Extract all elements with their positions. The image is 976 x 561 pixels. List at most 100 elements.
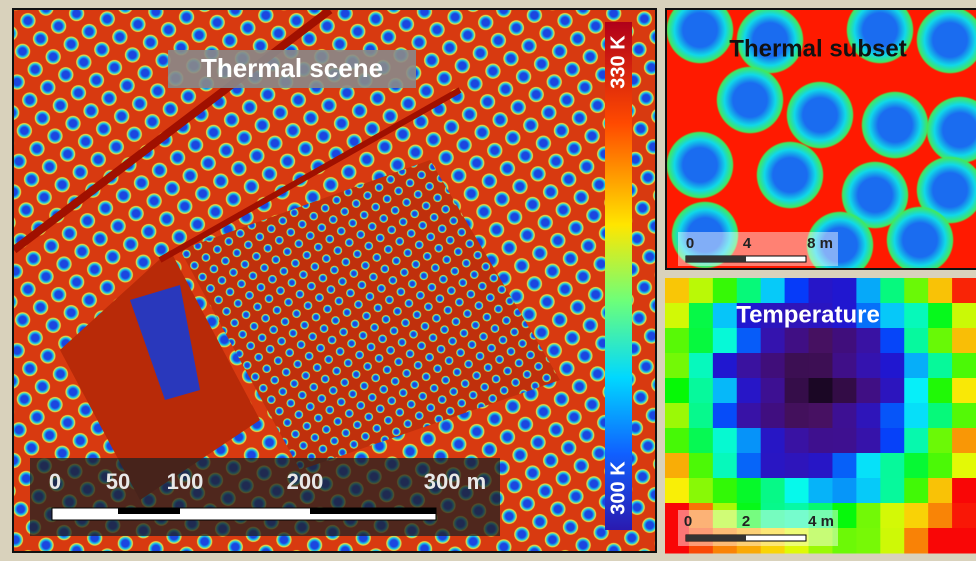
temp-pixel	[665, 328, 689, 354]
temp-pixel	[928, 353, 952, 379]
temp-pixel	[689, 378, 713, 404]
temp-pixel	[928, 478, 952, 504]
temp-pixel	[761, 403, 785, 429]
temp-pixel	[904, 278, 928, 304]
scale-label: 4	[743, 235, 752, 252]
subset-blob	[666, 131, 734, 199]
temp-pixel	[689, 328, 713, 354]
temp-pixel	[785, 378, 809, 404]
temp-pixel	[832, 328, 856, 354]
subset-blob	[861, 91, 929, 159]
temp-pixel	[928, 528, 952, 554]
temp-pixel	[713, 428, 737, 454]
subset-blob	[886, 206, 954, 274]
temp-pixel	[904, 528, 928, 554]
temp-pixel	[928, 503, 952, 529]
temp-pixel	[928, 403, 952, 429]
temp-pixel	[785, 328, 809, 354]
subset-blob	[756, 141, 824, 209]
scale-label: 0	[686, 235, 694, 252]
temp-pixel	[856, 278, 880, 304]
temp-pixel	[928, 378, 952, 404]
temp-pixel	[952, 378, 976, 404]
temp-pixel	[832, 403, 856, 429]
temp-pixel	[665, 378, 689, 404]
scale-label: 0	[684, 513, 692, 530]
temp-pixel	[761, 453, 785, 479]
temp-pixel	[737, 453, 761, 479]
temp-pixel	[689, 278, 713, 304]
temp-pixel	[928, 278, 952, 304]
scale-label: 50	[106, 469, 130, 494]
temp-pixel	[713, 278, 737, 304]
temp-pixel	[880, 328, 904, 354]
temp-pixel	[809, 403, 833, 429]
temp-pixel	[904, 503, 928, 529]
temp-pixel	[689, 453, 713, 479]
temp-pixel	[856, 453, 880, 479]
temp-pixel	[809, 278, 833, 304]
temp-pixel	[809, 353, 833, 379]
temp-pixel	[809, 453, 833, 479]
temp-pixel	[737, 278, 761, 304]
temp-pixel	[785, 403, 809, 429]
scale-label: 0	[49, 469, 61, 494]
temp-pixel	[665, 478, 689, 504]
temp-pixel	[856, 328, 880, 354]
temp-pixel	[952, 453, 976, 479]
temp-pixel	[785, 478, 809, 504]
temp-pixel	[785, 453, 809, 479]
temp-pixel	[904, 453, 928, 479]
temp-pixel	[665, 428, 689, 454]
temp-pixel	[952, 428, 976, 454]
temp-pixel	[952, 528, 976, 554]
temp-pixel	[761, 353, 785, 379]
temp-pixel	[737, 378, 761, 404]
temp-pixel	[737, 403, 761, 429]
temp-pixel	[880, 428, 904, 454]
temp-pixel	[952, 303, 976, 329]
temp-pixel	[665, 303, 689, 329]
temp-pixel	[904, 328, 928, 354]
temp-pixel	[832, 278, 856, 304]
temp-pixel	[832, 453, 856, 479]
temp-pixel	[880, 303, 904, 329]
subset-title: Thermal subset	[729, 35, 906, 62]
temp-pixel	[880, 403, 904, 429]
temp-pixel	[952, 478, 976, 504]
temp-pixel	[904, 353, 928, 379]
temp-pixel	[928, 328, 952, 354]
temp-pixel	[713, 453, 737, 479]
temp-pixel	[665, 353, 689, 379]
temp-pixel	[665, 278, 689, 304]
temp-pixel	[689, 428, 713, 454]
temp-pixel	[928, 453, 952, 479]
temp-pixel	[904, 403, 928, 429]
temp-pixel	[952, 328, 976, 354]
scale-label: 200	[287, 469, 324, 494]
temp-pixel	[952, 278, 976, 304]
scale-bar	[52, 508, 436, 520]
temp-pixel	[713, 328, 737, 354]
temp-pixel	[880, 378, 904, 404]
temp-pixel	[904, 303, 928, 329]
temp-pixel	[880, 453, 904, 479]
temp-pixel	[952, 403, 976, 429]
temp-pixel	[737, 478, 761, 504]
temp-pixel	[689, 403, 713, 429]
temp-pixel	[904, 378, 928, 404]
temp-pixel	[856, 378, 880, 404]
temp-pixel	[856, 528, 880, 554]
colorbar	[605, 22, 632, 530]
subset-blob	[786, 81, 854, 149]
temp-pixel	[737, 353, 761, 379]
temp-pixel	[713, 378, 737, 404]
temp-pixel	[856, 403, 880, 429]
temp-pixel	[832, 353, 856, 379]
temp-pixel	[856, 428, 880, 454]
temp-pixel	[737, 328, 761, 354]
temp-pixel	[856, 478, 880, 504]
page: 330 K 300 K Thermal scene Thermal subset…	[0, 0, 976, 561]
temp-pixel	[832, 378, 856, 404]
temp-pixel	[880, 278, 904, 304]
